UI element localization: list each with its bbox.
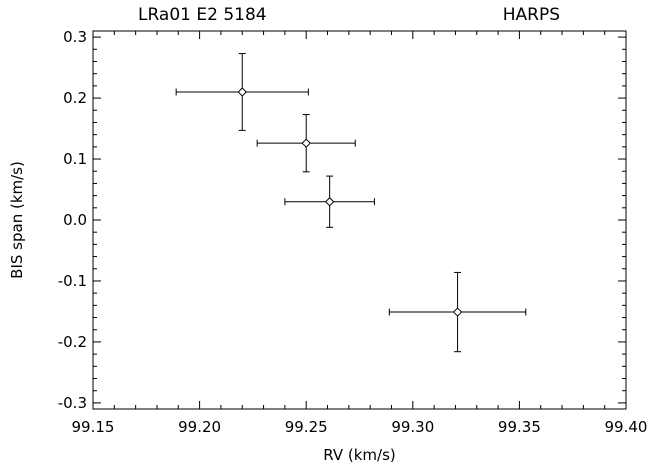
y-tick-label: -0.1 xyxy=(58,272,87,290)
y-tick-label: -0.3 xyxy=(58,394,87,412)
y-tick-label: 0.3 xyxy=(63,28,87,46)
diamond-marker xyxy=(452,307,463,317)
y-tick-label: 0.2 xyxy=(63,89,87,107)
data-point xyxy=(388,271,527,353)
x-tick-label: 99.20 xyxy=(178,418,221,436)
x-tick-label: 99.25 xyxy=(285,418,328,436)
x-tick-label: 99.40 xyxy=(605,418,648,436)
x-tick-label: 99.35 xyxy=(498,418,541,436)
diamond-marker xyxy=(237,87,247,97)
data-point xyxy=(284,175,375,228)
data-point xyxy=(175,53,309,131)
y-axis-label: BIS span (km/s) xyxy=(8,161,26,279)
diamond-marker xyxy=(324,197,335,207)
y-tick-label: -0.2 xyxy=(58,333,87,351)
axis-ticks: 99.15 99.20 99.25 99.30 99.35 99.40 0.3 0.2 0.1 0… xyxy=(58,28,648,436)
x-tick-label: 99.30 xyxy=(391,418,434,436)
plot-frame xyxy=(92,30,627,410)
data-marks xyxy=(175,53,527,353)
data-point xyxy=(256,114,356,173)
x-tick-label: 99.15 xyxy=(72,418,115,436)
y-tick-label: 0.1 xyxy=(63,150,87,168)
diamond-marker xyxy=(301,138,311,148)
chart-title-right: HARPS xyxy=(503,5,560,25)
x-axis-label: RV (km/s) xyxy=(323,446,396,464)
y-tick-label: 0.0 xyxy=(63,211,87,229)
chart-title-left: LRa01 E2 5184 xyxy=(138,5,267,25)
